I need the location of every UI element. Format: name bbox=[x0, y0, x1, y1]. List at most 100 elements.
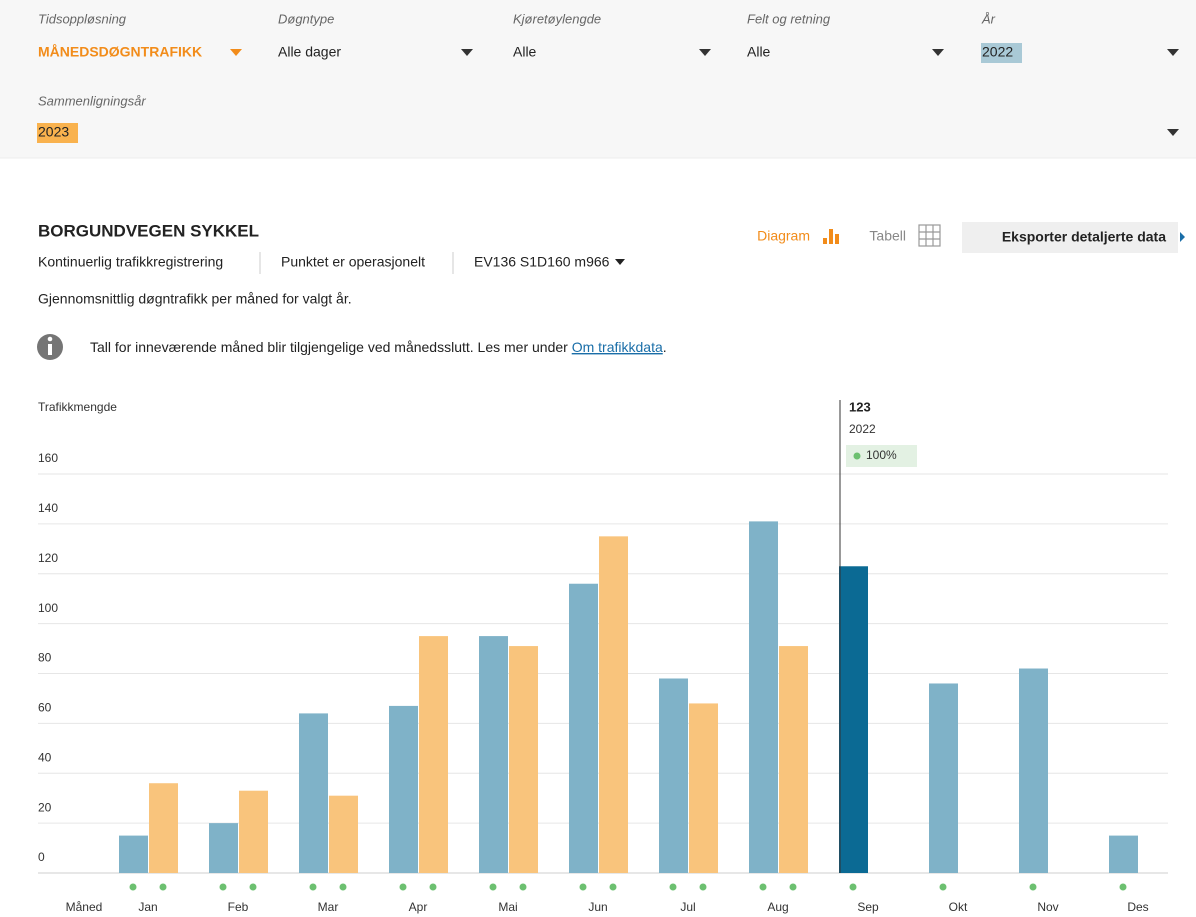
filter-label: Sammenligningsår bbox=[38, 93, 146, 108]
bar[interactable] bbox=[329, 795, 358, 873]
dropdown-arrow[interactable] bbox=[230, 49, 242, 56]
x-tick-label: Mar bbox=[318, 900, 339, 914]
table-tab[interactable]: Tabell bbox=[869, 228, 906, 244]
x-tick-label: Nov bbox=[1037, 900, 1058, 914]
coverage-dot bbox=[699, 883, 707, 891]
filter-panel bbox=[0, 0, 1196, 158]
coverage-dot bbox=[789, 883, 797, 891]
x-tick-label: Sep bbox=[857, 900, 879, 914]
coverage-dot bbox=[129, 883, 137, 891]
filter-label: Døgntype bbox=[278, 11, 334, 26]
coverage-dot bbox=[1119, 883, 1127, 891]
tooltip-series: 2022 bbox=[849, 422, 876, 436]
coverage-dot bbox=[159, 883, 167, 891]
y-axis-label: Trafikkmengde bbox=[38, 400, 117, 414]
filter-value[interactable]: 2022 bbox=[982, 44, 1013, 60]
filter-value[interactable]: MÅNEDSDØGNTRAFIKK bbox=[38, 44, 202, 60]
info-end: . bbox=[663, 339, 667, 355]
bar[interactable] bbox=[929, 683, 958, 873]
dropdown-arrow[interactable] bbox=[461, 49, 473, 56]
description: Gjennomsnittlig døgntrafikk per måned fo… bbox=[38, 291, 352, 307]
coverage-dot bbox=[399, 883, 407, 891]
coverage-dot bbox=[579, 883, 587, 891]
y-tick-label: 140 bbox=[38, 501, 58, 515]
dropdown-arrow[interactable] bbox=[1167, 49, 1179, 56]
y-tick-label: 20 bbox=[38, 800, 52, 814]
filter-value[interactable]: Alle dager bbox=[278, 44, 341, 60]
export-button[interactable] bbox=[962, 222, 1178, 253]
info-icon-stem bbox=[48, 344, 52, 355]
dropdown-arrow[interactable] bbox=[615, 259, 625, 265]
filter-label: Kjøretøylengde bbox=[513, 11, 601, 26]
coverage-dot bbox=[339, 883, 347, 891]
bar[interactable] bbox=[779, 646, 808, 873]
dropdown-arrow[interactable] bbox=[932, 49, 944, 56]
coverage-dot bbox=[609, 883, 617, 891]
y-tick-label: 60 bbox=[38, 701, 52, 715]
coverage-badge-dot bbox=[853, 452, 861, 460]
info-icon-dot bbox=[47, 336, 53, 342]
info-text: Tall for inneværende måned blir tilgjeng… bbox=[90, 339, 667, 355]
y-tick-label: 40 bbox=[38, 750, 52, 764]
bar[interactable] bbox=[509, 646, 538, 873]
bar[interactable] bbox=[599, 536, 628, 873]
info-body: Tall for inneværende måned blir tilgjeng… bbox=[90, 339, 568, 355]
info-link[interactable]: Om trafikkdata bbox=[572, 339, 663, 355]
filter-value[interactable]: 2023 bbox=[38, 124, 69, 140]
y-tick-label: 80 bbox=[38, 651, 52, 665]
station-title: BORGUNDVEGEN SYKKEL bbox=[38, 221, 259, 240]
filter-value[interactable]: Alle bbox=[513, 44, 537, 60]
y-tick-label: 120 bbox=[38, 551, 58, 565]
filter-label: År bbox=[981, 11, 996, 26]
bar[interactable] bbox=[419, 636, 448, 873]
x-tick-label: Des bbox=[1127, 900, 1148, 914]
bar[interactable] bbox=[119, 835, 148, 873]
x-tick-label: Aug bbox=[767, 900, 788, 914]
x-tick-label: Okt bbox=[949, 900, 968, 914]
filter-label: Tidsoppløsning bbox=[38, 11, 127, 26]
x-tick-label: Feb bbox=[228, 900, 249, 914]
coverage-dot bbox=[219, 883, 227, 891]
x-tick-label: Jun bbox=[588, 900, 607, 914]
dropdown-arrow[interactable] bbox=[699, 49, 711, 56]
meta: Kontinuerlig trafikkregistrering bbox=[38, 254, 223, 270]
bar[interactable] bbox=[1019, 668, 1048, 873]
diagram-tab[interactable]: Diagram bbox=[757, 228, 810, 244]
coverage-dot bbox=[939, 883, 947, 891]
coverage-dot bbox=[1029, 883, 1037, 891]
bar[interactable] bbox=[839, 566, 868, 873]
bar[interactable] bbox=[239, 790, 268, 873]
bar[interactable] bbox=[689, 703, 718, 873]
diagram-icon bbox=[829, 229, 833, 244]
coverage-dot bbox=[249, 883, 257, 891]
bar[interactable] bbox=[569, 583, 598, 873]
coverage-dot bbox=[519, 883, 527, 891]
x-axis-label: Måned bbox=[66, 900, 103, 914]
x-tick-label: Apr bbox=[409, 900, 428, 914]
coverage-dot bbox=[429, 883, 437, 891]
y-tick-label: 160 bbox=[38, 451, 58, 465]
diagram-icon bbox=[823, 238, 827, 244]
y-tick-label: 100 bbox=[38, 601, 58, 615]
bar[interactable] bbox=[209, 823, 238, 873]
diagram-icon bbox=[835, 234, 839, 244]
meta: Punktet er operasjonelt bbox=[281, 254, 425, 270]
bar[interactable] bbox=[299, 713, 328, 873]
filter-label: Felt og retning bbox=[747, 11, 831, 26]
coverage-badge-label: 100% bbox=[866, 448, 897, 462]
bar[interactable] bbox=[389, 705, 418, 873]
export-label[interactable]: Eksporter detaljerte data bbox=[1002, 229, 1166, 245]
bar[interactable] bbox=[749, 521, 778, 873]
export-arrow bbox=[1180, 232, 1185, 242]
coverage-dot bbox=[849, 883, 857, 891]
bar[interactable] bbox=[659, 678, 688, 873]
filter-value[interactable]: Alle bbox=[747, 44, 771, 60]
bar[interactable] bbox=[479, 636, 508, 873]
coverage-dot bbox=[669, 883, 677, 891]
dropdown-arrow[interactable] bbox=[1167, 129, 1179, 136]
point-select[interactable]: EV136 S1D160 m966 bbox=[474, 254, 610, 270]
bar[interactable] bbox=[1109, 835, 1138, 873]
bar[interactable] bbox=[149, 783, 178, 873]
tooltip-value: 123 bbox=[849, 399, 871, 414]
